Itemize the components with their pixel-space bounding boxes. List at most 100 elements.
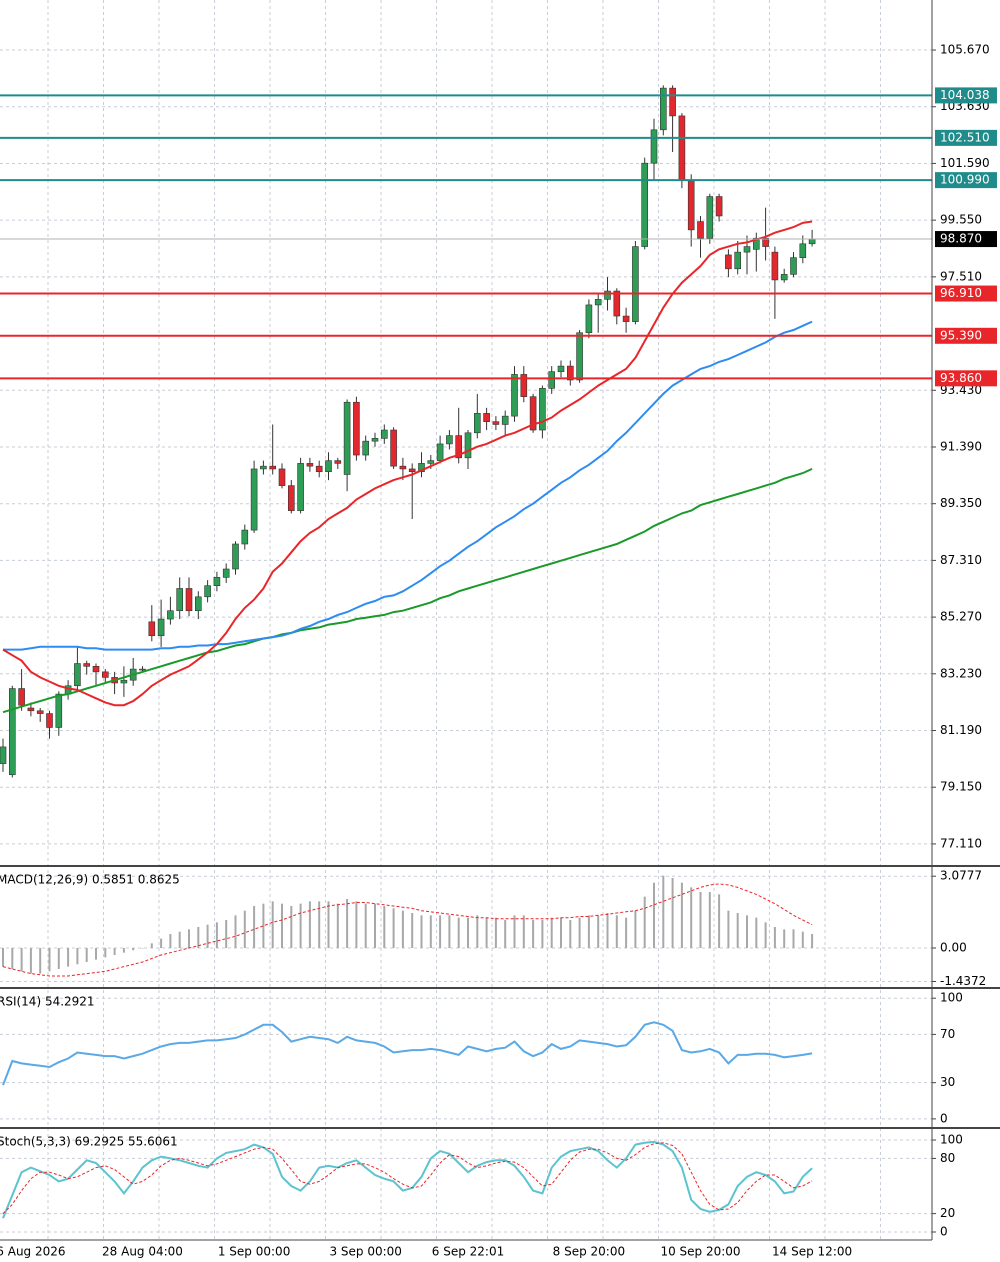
candle-body	[36, 710, 44, 714]
candle-body	[548, 371, 556, 389]
x-tick-label: 1 Sep 00:00	[218, 1245, 290, 1259]
histogram-bar	[215, 922, 218, 948]
candle-body	[752, 237, 760, 250]
histogram-bar	[541, 920, 544, 948]
moving-average	[2, 220, 813, 707]
y-tick-label: 105.670	[940, 43, 990, 57]
candle-body	[473, 413, 481, 434]
histogram-bar	[643, 896, 646, 948]
candle-body	[808, 238, 816, 245]
level-label-box	[935, 327, 997, 344]
histogram-bar	[522, 915, 525, 948]
y-tick-label: 81.190	[940, 723, 982, 737]
histogram-bar	[2, 947, 4, 967]
candle-body	[362, 440, 370, 456]
candle-body	[706, 196, 714, 239]
histogram-bar	[773, 927, 776, 948]
candle-body	[297, 463, 304, 511]
panel-title: RSI(14) 54.2921	[0, 995, 95, 1009]
candle-body	[176, 588, 183, 612]
histogram-bar	[150, 943, 153, 948]
histogram-bar	[783, 929, 786, 948]
candle-body	[576, 332, 583, 381]
candle-body	[455, 435, 463, 459]
candle-body	[343, 401, 351, 475]
histogram-bar	[336, 903, 339, 948]
candle-body	[715, 196, 723, 217]
panel-title: Stoch(5,3,3) 69.2925 55.6061	[0, 1135, 178, 1149]
last-price-label: 98.870	[940, 232, 982, 246]
histogram-bar	[606, 913, 609, 948]
histogram-bar	[811, 933, 814, 948]
candle-body	[74, 663, 81, 687]
histogram-bar	[95, 947, 97, 960]
histogram-bar	[569, 920, 572, 948]
histogram-bar	[262, 903, 265, 948]
y-tick-label: 99.550	[940, 213, 982, 227]
candle-body	[204, 585, 211, 598]
histogram-bar	[727, 910, 730, 948]
x-tick-label: 10 Sep 20:00	[660, 1245, 740, 1259]
y-tick-label: 89.350	[940, 496, 982, 510]
histogram-bar	[141, 947, 144, 949]
histogram-bar	[755, 917, 758, 948]
candle-body	[418, 463, 425, 473]
histogram-bar	[281, 903, 283, 948]
candle-body	[83, 663, 90, 667]
histogram-bar	[653, 882, 655, 948]
candle-body	[650, 129, 658, 164]
candle-body	[260, 465, 267, 470]
candle-body	[771, 251, 779, 281]
histogram-bar	[699, 892, 702, 948]
candle-body	[427, 460, 435, 464]
histogram-bar	[532, 920, 535, 948]
histogram-bar	[253, 906, 256, 948]
candle-body	[380, 429, 388, 439]
histogram-bar	[48, 947, 51, 972]
candle-body	[18, 688, 25, 706]
candle-body	[622, 315, 630, 322]
histogram-bar	[801, 931, 804, 948]
histogram-bar	[318, 901, 321, 948]
histogram-bar	[718, 894, 721, 948]
candle-body	[55, 693, 63, 728]
histogram-bar	[383, 906, 386, 948]
candle-body	[436, 443, 444, 461]
level-label-box	[935, 172, 997, 189]
candle-body	[148, 621, 156, 637]
histogram-bar	[625, 917, 628, 948]
candle-body	[102, 671, 109, 678]
candle-body	[464, 432, 472, 459]
y-tick-label: 100	[940, 1133, 963, 1147]
histogram-bar	[690, 887, 693, 948]
indicator-line	[2, 1140, 813, 1219]
candle-body	[669, 87, 676, 117]
candle-body	[678, 115, 686, 181]
level-label: 96.910	[940, 286, 982, 300]
candle-body	[185, 588, 193, 612]
histogram-bar	[439, 915, 442, 948]
histogram-bar	[680, 882, 683, 948]
level-label: 93.860	[940, 371, 982, 385]
y-tick-label: 101.590	[940, 156, 990, 170]
histogram-bar	[234, 915, 237, 948]
candle-body	[139, 668, 146, 671]
y-tick-label: 79.150	[940, 780, 982, 794]
histogram-bar	[671, 878, 674, 948]
level-label-box	[935, 370, 997, 387]
last-price-box	[935, 231, 997, 248]
panel-title: MACD(12,26,9) 0.5851 0.8625	[0, 873, 180, 887]
candle-body	[446, 435, 453, 445]
histogram-bar	[504, 920, 507, 948]
histogram-bar	[411, 913, 414, 948]
x-tick-label: 6 Aug 2026	[0, 1245, 66, 1259]
candle-body	[334, 460, 342, 464]
candle-body	[734, 251, 742, 270]
candle-body	[0, 746, 7, 764]
candle-body	[120, 679, 128, 684]
candle-body	[585, 304, 593, 334]
histogram-bar	[113, 947, 116, 955]
histogram-bar	[39, 947, 42, 974]
